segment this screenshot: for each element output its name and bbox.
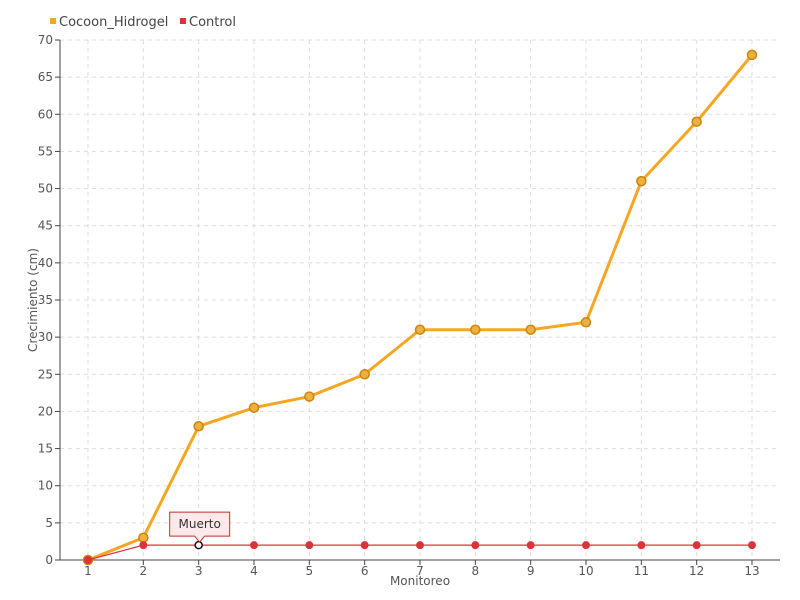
data-point[interactable] bbox=[471, 541, 480, 550]
data-point[interactable] bbox=[582, 541, 590, 550]
annotated-point bbox=[194, 540, 203, 550]
x-tick-label: 2 bbox=[140, 564, 148, 578]
y-tick-label: 70 bbox=[38, 33, 53, 47]
x-tick-label: 13 bbox=[744, 564, 759, 578]
axes bbox=[55, 39, 780, 565]
y-tick-label: 20 bbox=[38, 404, 53, 418]
data-point[interactable] bbox=[580, 317, 592, 328]
x-tick-label: 11 bbox=[634, 564, 649, 578]
series-cocoon-hidrogel bbox=[82, 49, 758, 566]
data-point[interactable] bbox=[360, 541, 369, 550]
data-point[interactable] bbox=[305, 541, 314, 550]
x-tick-label: 1 bbox=[84, 564, 92, 578]
y-tick-label: 30 bbox=[38, 330, 53, 344]
x-axis-label: Monitoreo bbox=[390, 574, 450, 588]
y-tick-label: 65 bbox=[38, 70, 53, 84]
y-tick-label: 40 bbox=[38, 256, 53, 270]
series-layer bbox=[82, 49, 758, 566]
x-tick-label: 7 bbox=[416, 564, 424, 578]
y-tick-label: 60 bbox=[38, 107, 53, 121]
data-point[interactable] bbox=[138, 532, 149, 543]
data-point[interactable] bbox=[692, 541, 701, 550]
x-tick-label: 3 bbox=[195, 564, 203, 578]
legend[interactable]: Cocoon_Hidrogel Control bbox=[50, 15, 236, 30]
y-tick-labels: 0 5 10 15 20 25 30 35 40 45 50 55 60 65 70 bbox=[38, 33, 53, 567]
legend-label: Control bbox=[189, 15, 236, 30]
annotation-label: Muerto bbox=[179, 517, 221, 531]
data-point[interactable] bbox=[636, 175, 647, 187]
y-tick-label: 25 bbox=[38, 367, 53, 381]
data-point[interactable] bbox=[416, 541, 424, 550]
x-tick-label: 9 bbox=[527, 564, 535, 578]
x-tick-label: 6 bbox=[361, 564, 369, 578]
data-point[interactable] bbox=[691, 116, 702, 127]
x-tick-label: 12 bbox=[689, 564, 704, 578]
data-point[interactable] bbox=[748, 541, 756, 550]
y-tick-label: 10 bbox=[38, 479, 53, 493]
data-point[interactable] bbox=[470, 324, 481, 335]
data-point[interactable] bbox=[84, 556, 92, 564]
data-point[interactable] bbox=[637, 541, 646, 550]
data-point[interactable] bbox=[248, 402, 260, 413]
y-tick-label: 55 bbox=[38, 144, 53, 158]
data-point[interactable] bbox=[746, 49, 758, 61]
data-point[interactable] bbox=[250, 541, 258, 550]
data-point[interactable] bbox=[304, 391, 315, 402]
y-tick-label: 0 bbox=[45, 553, 53, 567]
data-point[interactable] bbox=[525, 324, 536, 335]
legend-swatch bbox=[180, 18, 186, 24]
y-tick-label: 35 bbox=[38, 293, 53, 307]
data-point[interactable] bbox=[193, 421, 204, 432]
x-tick-label: 10 bbox=[578, 564, 593, 578]
x-tick-labels: 1 2 3 4 5 6 7 8 9 10 11 12 13 bbox=[84, 564, 759, 578]
x-tick-label: 5 bbox=[306, 564, 314, 578]
legend-swatch bbox=[50, 18, 56, 24]
grid-lines bbox=[60, 39, 780, 560]
y-tick-label: 50 bbox=[38, 182, 53, 196]
y-axis-label: Crecimiento (cm) bbox=[26, 248, 40, 352]
y-tick-label: 15 bbox=[38, 442, 53, 456]
data-point[interactable] bbox=[359, 369, 370, 380]
x-tick-label: 8 bbox=[472, 564, 480, 578]
annotations: Muerto bbox=[169, 511, 231, 550]
y-tick-label: 45 bbox=[38, 219, 53, 233]
x-tick-label: 4 bbox=[250, 564, 258, 578]
data-point[interactable] bbox=[526, 541, 535, 550]
annotation-callout: Muerto bbox=[169, 511, 231, 550]
y-tick-label: 5 bbox=[45, 516, 53, 530]
data-point[interactable] bbox=[139, 541, 148, 550]
legend-label: Cocoon_Hidrogel bbox=[59, 15, 168, 30]
annotation-box bbox=[169, 511, 231, 543]
data-point[interactable] bbox=[414, 324, 426, 335]
